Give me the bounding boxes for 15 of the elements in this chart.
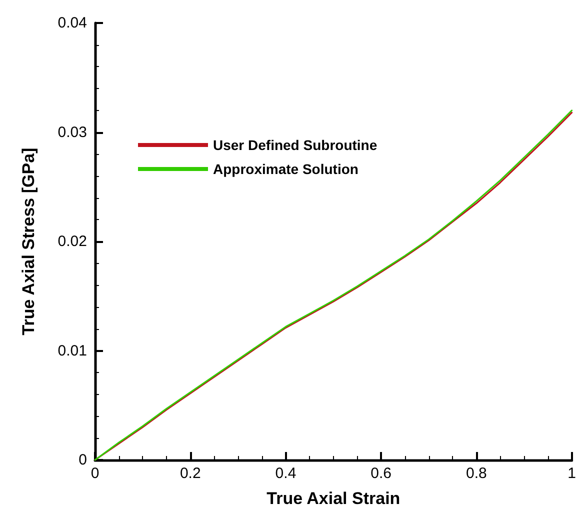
x-tick-label: 0 bbox=[90, 465, 100, 482]
y-tick-label: 0.02 bbox=[58, 233, 87, 250]
y-tick-label: 0.01 bbox=[58, 342, 87, 360]
y-axis-title: True Axial Stress [GPa] bbox=[19, 148, 38, 336]
legend-label: Approximate Solution bbox=[213, 161, 358, 177]
y-tick-label: 0.04 bbox=[58, 14, 87, 32]
x-tick-label: 0.8 bbox=[466, 465, 487, 482]
x-tick-label: 0.6 bbox=[370, 465, 392, 482]
x-tick-label: 0.2 bbox=[180, 465, 201, 482]
y-tick-label: 0 bbox=[78, 452, 87, 468]
x-axis-title: True Axial Strain bbox=[266, 489, 400, 508]
legend-label: User Defined Subroutine bbox=[213, 137, 378, 153]
x-tick-label: 0.4 bbox=[275, 465, 296, 482]
y-tick-label: 0.03 bbox=[58, 124, 87, 141]
x-tick-label: 1 bbox=[568, 465, 576, 482]
